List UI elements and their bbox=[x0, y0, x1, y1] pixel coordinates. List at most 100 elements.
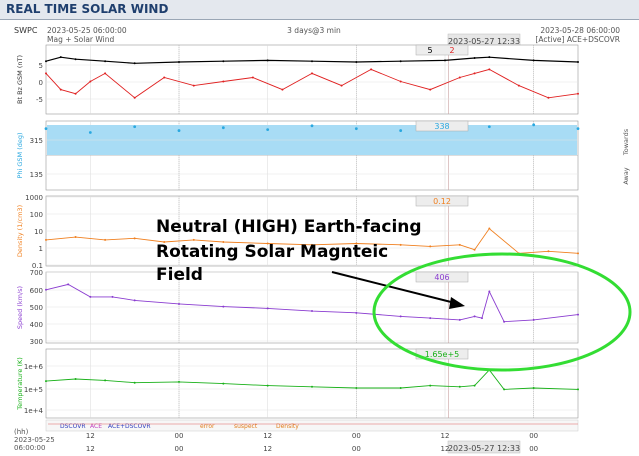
panel-speed-point bbox=[178, 302, 180, 305]
panel-speed-point bbox=[89, 295, 92, 298]
legend-flag-0: error bbox=[200, 423, 215, 430]
panel-mag-point bbox=[104, 72, 107, 75]
panel-speed-frame bbox=[45, 271, 579, 344]
panel-temperature-point bbox=[458, 385, 461, 388]
panel-mag-point bbox=[222, 60, 225, 63]
header-product: Mag + Solar Wind bbox=[47, 35, 114, 44]
panel-phi-point bbox=[399, 129, 403, 132]
panel-speed-ytick-label: 500 bbox=[30, 304, 43, 312]
panel-mag-point bbox=[429, 88, 432, 91]
panel-density-point bbox=[473, 248, 476, 251]
panel-phi-point bbox=[177, 129, 181, 132]
readout-density: 0.12 bbox=[433, 197, 451, 206]
panel-density-point bbox=[429, 245, 432, 248]
panel-density-point bbox=[192, 238, 195, 241]
readout-box-phi bbox=[415, 120, 469, 132]
x-tick-label-lower: 00 bbox=[352, 445, 361, 453]
panel-mag-point bbox=[251, 76, 254, 79]
panel-speed-ylabel: Speed (km/s) bbox=[16, 286, 24, 329]
readout-temperature: 1.65e+5 bbox=[425, 350, 460, 359]
panel-temperature-point bbox=[266, 384, 269, 387]
panel-mag-point bbox=[311, 60, 313, 63]
panel-mag-point bbox=[104, 60, 107, 63]
panel-mag-point bbox=[488, 56, 491, 59]
side-label-away: Away bbox=[622, 167, 630, 184]
panel-mag-point bbox=[59, 88, 62, 91]
panel-speed-point bbox=[473, 315, 476, 318]
panel-phi-point bbox=[88, 131, 92, 134]
panel-phi-point bbox=[354, 127, 358, 131]
x-tick-label-lower: 00 bbox=[175, 445, 184, 453]
panel-speed-ytick-label: 700 bbox=[30, 269, 43, 277]
header-org: SWPC bbox=[14, 26, 38, 35]
panel-phi-point bbox=[44, 127, 48, 131]
panel-mag-ytick-label: 5 bbox=[39, 62, 43, 70]
panel-phi-point bbox=[532, 123, 536, 127]
panel-mag-ylabel: Bt Bz GSM (nT) bbox=[16, 55, 24, 104]
panel-density-ytick-label: 1000 bbox=[25, 194, 43, 202]
panel-temperature-point bbox=[355, 387, 358, 390]
readout-box-density bbox=[415, 195, 469, 207]
panel-temperature-ytick-label: 1e+6 bbox=[24, 363, 44, 371]
panel-phi-point bbox=[266, 128, 270, 132]
side-label-towards: Towards bbox=[622, 128, 630, 156]
window-title: REAL TIME SOLAR WIND bbox=[6, 2, 169, 16]
readout-speed: 406 bbox=[434, 273, 449, 282]
bottom-ticks-group: 12 12 00 00 12 12 00 00 12 12 00 00 bbox=[86, 432, 538, 453]
x-tick-label-upper: 12 bbox=[441, 432, 450, 440]
panel-mag-point bbox=[458, 76, 461, 79]
cursor-time-top: 2023-05-27 12:33 bbox=[448, 37, 520, 46]
panel-mag-point bbox=[577, 92, 579, 95]
readout-bz: 2 bbox=[449, 46, 454, 55]
x-tick-label-upper: 00 bbox=[529, 432, 538, 440]
legend-flag-1: suspect bbox=[234, 423, 258, 430]
panel-temperature-point bbox=[133, 381, 136, 384]
panel-density-point bbox=[488, 227, 491, 230]
panel-mag-point bbox=[222, 80, 225, 83]
readout-box-speed bbox=[415, 271, 469, 283]
panel-speed-point bbox=[133, 299, 136, 302]
panel-temperature-point bbox=[104, 379, 107, 382]
panel-mag-point bbox=[547, 96, 550, 99]
panel-speed-ytick-label: 300 bbox=[30, 338, 43, 346]
panel-speed-point bbox=[577, 313, 579, 316]
panel-mag-point bbox=[488, 68, 491, 71]
panel-density-point bbox=[74, 236, 77, 239]
panel-mag-point bbox=[355, 61, 358, 64]
panel-mag-point bbox=[59, 56, 62, 59]
panel-density-point bbox=[355, 242, 358, 245]
bottom-date: 2023-05-25 bbox=[14, 436, 55, 444]
cursor-time-bottom: 2023-05-27 12:33 bbox=[448, 444, 520, 453]
panel-mag-series-bz bbox=[45, 68, 579, 99]
panel-phi-point bbox=[133, 125, 137, 129]
panel-speed-point bbox=[429, 317, 432, 320]
annotation-arrowhead bbox=[449, 297, 465, 309]
panel-mag-point bbox=[45, 60, 47, 63]
panel-temperature-ylabel: Temperature (K) bbox=[16, 357, 24, 411]
annotation-line-2: Rotating Solar Magnteic bbox=[156, 242, 388, 262]
x-tick-label-lower: 12 bbox=[86, 445, 95, 453]
panel-speed-ytick-label: 400 bbox=[30, 321, 43, 329]
panel-density-point bbox=[163, 240, 166, 243]
panel-density-point bbox=[458, 243, 461, 246]
panel-temperature-ytick-label: 1e+4 bbox=[24, 407, 44, 415]
panel-temperature-point bbox=[311, 385, 313, 388]
panel-density-ylabel: Density (1/cm3) bbox=[16, 205, 24, 257]
panel-speed-point bbox=[480, 317, 483, 320]
panel-mag-point bbox=[133, 62, 136, 65]
panel-mag-ytick-label: -5 bbox=[36, 96, 43, 104]
panel-mag-point bbox=[163, 76, 166, 79]
header-start-time: 2023-05-25 06:00:00 bbox=[47, 26, 127, 35]
panel-speed-ytick-label: 600 bbox=[30, 287, 43, 295]
panel-phi-point bbox=[576, 127, 580, 131]
x-tick-label-upper: 12 bbox=[86, 432, 95, 440]
title-bar: REAL TIME SOLAR WIND bbox=[0, 0, 639, 20]
panel-density-ytick-label: 0.1 bbox=[32, 262, 43, 270]
panel-temperature-point bbox=[222, 382, 225, 385]
readout-box-mag bbox=[415, 44, 469, 56]
panel-temperature-point bbox=[399, 387, 402, 390]
panel-mag-series-bt bbox=[45, 56, 579, 64]
panel-mag-point bbox=[281, 88, 284, 91]
panel-speed-point bbox=[45, 288, 47, 291]
